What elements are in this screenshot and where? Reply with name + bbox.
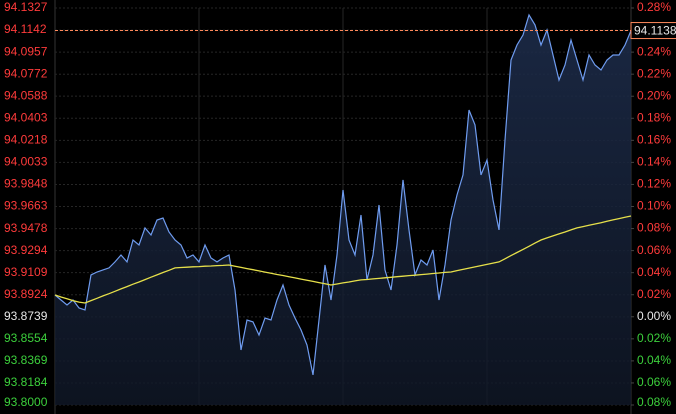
y-tick-label: 93.9848 xyxy=(4,177,48,191)
y-tick-label: 94.1142 xyxy=(4,22,47,36)
y-tick-label: 94.0403 xyxy=(4,110,48,124)
y-tick-label: 93.9109 xyxy=(4,265,48,279)
y-tick-label: 93.8000 xyxy=(4,395,48,409)
y2-tick-label: 0.16% xyxy=(637,133,671,147)
y2-tick-label: 0.22% xyxy=(637,66,671,80)
y-tick-label: 94.0588 xyxy=(4,88,48,102)
y-tick-label: 93.8369 xyxy=(4,353,48,367)
y-tick-label: 94.0772 xyxy=(4,66,48,80)
current-price-box xyxy=(630,22,676,40)
average-line xyxy=(54,215,632,304)
price-line xyxy=(54,13,632,376)
y-tick-label: 93.9663 xyxy=(4,199,48,213)
current-price-label: 94.1138 xyxy=(634,24,676,38)
y-tick-label: 94.0033 xyxy=(4,155,48,169)
y2-tick-label: 0.12% xyxy=(637,177,671,191)
y2-tick-label: 0.08% xyxy=(637,221,671,235)
y2-tick-label: 0.14% xyxy=(637,155,671,169)
y2-tick-label: 0.06% xyxy=(637,243,671,257)
y2-tick-label: 0.06% xyxy=(637,375,671,389)
y2-tick-label: 0.04% xyxy=(637,353,671,367)
y2-tick-label: 0.10% xyxy=(637,199,671,213)
y-tick-label: 94.0957 xyxy=(4,44,48,58)
y2-tick-label: 0.00% xyxy=(637,309,671,323)
y-tick-label: 93.8739 xyxy=(4,309,48,323)
y-tick-label: 93.9294 xyxy=(4,243,48,257)
y-tick-label: 93.8924 xyxy=(4,287,48,301)
y-tick-label: 94.1327 xyxy=(4,0,48,14)
y2-tick-label: 0.02% xyxy=(637,287,671,301)
y2-tick-label: 0.04% xyxy=(637,265,671,279)
y-tick-label: 93.9478 xyxy=(4,221,48,235)
y2-tick-label: 0.18% xyxy=(637,110,671,124)
y2-tick-label: 0.08% xyxy=(637,395,671,409)
y2-tick-label: 0.24% xyxy=(637,44,671,58)
y-tick-label: 93.8184 xyxy=(4,375,48,389)
y-tick-label: 93.8554 xyxy=(4,331,48,345)
y-tick-label: 94.0218 xyxy=(4,133,48,147)
y2-tick-label: 0.28% xyxy=(637,0,671,14)
y2-tick-label: 0.02% xyxy=(637,331,671,345)
area xyxy=(55,15,631,405)
y2-tick-label: 0.20% xyxy=(637,88,671,102)
